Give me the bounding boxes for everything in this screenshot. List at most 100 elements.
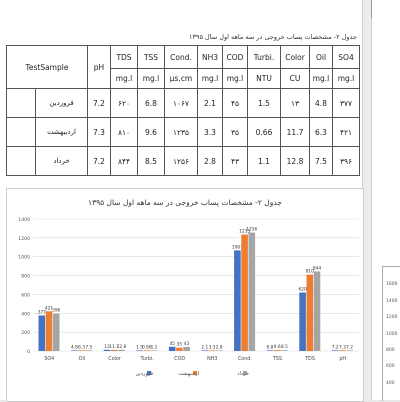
cell: ۳۵ [222, 117, 248, 147]
cell: 11.7 [280, 117, 310, 147]
data-table: TestSample pH TDS TSS Cond. NH3 COD Turb… [6, 45, 360, 176]
bar [281, 350, 288, 351]
bar [331, 350, 339, 351]
bar [313, 271, 321, 351]
chart-title: جدول ۲- مشخصات پساب خروجی در سه ماهه اول… [88, 198, 282, 207]
cell: 6.3 [309, 117, 333, 147]
cell: 7.2 [87, 88, 111, 118]
bar [306, 274, 314, 351]
cell: ۴۳ [222, 146, 248, 176]
cell: 2.8 [197, 146, 223, 176]
bar [266, 350, 274, 351]
data-label: 6.8 [267, 344, 274, 350]
cell: 4.8 [309, 88, 333, 118]
data-label: 45 [169, 341, 175, 347]
cell: 6.8 [137, 88, 165, 118]
cell: ۴۲۱ [332, 117, 360, 147]
table-row: فروردین 7.2 ۶۲۰ 6.8 ۱۰۶۷ 2.1 ۴۵ 1.5 ۱۳ 4… [6, 88, 360, 118]
cell: ۱۰۶۷ [164, 88, 198, 118]
next-page-chart-frame [382, 266, 400, 401]
cell: 3.3 [197, 117, 223, 147]
header-so4: SO4 [332, 45, 360, 69]
cell: ۳۷۷ [332, 88, 360, 118]
x-tick-label: SO4 [44, 356, 54, 362]
data-label: 4.8 [71, 344, 78, 350]
data-label: 43 [184, 341, 190, 347]
bar [38, 315, 46, 351]
header-tss: TSS [137, 45, 165, 69]
next-page-strip [371, 0, 400, 400]
unit-cod: mg.l [222, 68, 248, 89]
y-tick-label: 400 [21, 311, 30, 317]
data-label: 396 [52, 308, 60, 314]
y-tick-label: 200 [21, 330, 30, 336]
data-label: 11.7 [109, 344, 119, 350]
row-label: خرداد [35, 146, 88, 176]
data-label: 12.8 [117, 344, 127, 350]
data-label: 7.2 [332, 344, 339, 350]
header-turbi: Turbi. [247, 45, 281, 69]
y-tick-label: 1200 [18, 236, 30, 242]
x-tick-label: NH3 [207, 356, 217, 362]
data-label: 1.1 [151, 344, 158, 350]
data-label: 0.66 [142, 344, 152, 350]
data-label: 421 [45, 305, 53, 311]
cell: ۴۵ [222, 88, 248, 118]
cell: 7.2 [87, 146, 111, 176]
cell: 2.1 [197, 88, 223, 118]
data-label: 844 [313, 265, 321, 271]
unit-turbi: NTU [247, 68, 281, 89]
header-cod: COD [222, 45, 248, 69]
bar [85, 350, 93, 351]
data-label: 2.8 [216, 344, 223, 350]
bar [176, 347, 183, 351]
cell: 0.66 [247, 117, 281, 147]
y-tick-label: 0 [27, 349, 30, 355]
data-label: 9.6 [274, 344, 281, 350]
header-tds: TDS [110, 45, 138, 69]
unit-oil: mg.l [309, 68, 333, 89]
next-page-tick-label: 1400 [386, 299, 398, 304]
cell: 12.8 [280, 146, 310, 176]
unit-tds: mg.l [110, 68, 138, 89]
data-label: 7.2 [346, 344, 353, 350]
data-label: 7.5 [85, 344, 92, 350]
cell: ۳۹۶ [332, 146, 360, 176]
next-page-tick-label: 1000 [386, 332, 398, 337]
row-spacer [6, 117, 36, 147]
legend-label: خرداد [237, 371, 249, 377]
bar [78, 350, 85, 351]
next-page-divider [371, 0, 372, 18]
legend-swatch [147, 371, 151, 375]
row-label: اردیبهشت [35, 117, 88, 147]
table-row: خرداد 7.2 ۸۴۴ 8.5 ۱۲۵۶ 2.8 ۴۳ 1.1 12.8 7… [6, 146, 360, 176]
data-label: 1256 [246, 227, 257, 233]
bar [201, 350, 209, 351]
legend-swatch [243, 371, 247, 375]
header-nh3: NH3 [197, 45, 223, 69]
x-tick-label: Cond. [238, 356, 252, 362]
bar [208, 350, 216, 351]
cell: ۱۲۳۵ [164, 117, 198, 147]
data-label: 1.5 [136, 344, 143, 350]
x-tick-label: pH [339, 356, 346, 362]
x-tick-label: Turbi. [140, 356, 154, 362]
x-tick-label: TSS [272, 356, 282, 362]
legend-label: فروردین [136, 371, 154, 377]
y-tick-label: 600 [21, 292, 30, 298]
bar [103, 349, 111, 351]
data-label: 13 [104, 344, 110, 350]
y-tick-label: 800 [21, 274, 30, 280]
data-label: 1067 [232, 244, 243, 250]
data-label: 620 [298, 287, 306, 293]
y-tick-label: 1400 [18, 217, 30, 223]
cell: 1.1 [247, 146, 281, 176]
header-ph: pH [87, 45, 111, 89]
cell: 9.6 [137, 117, 165, 147]
unit-color: CU [280, 68, 310, 89]
bar-chart: جدول ۲- مشخصات پساب خروجی در سه ماهه اول… [18, 198, 359, 377]
cell: ۸۴۴ [110, 146, 138, 176]
chart-frame[interactable]: جدول ۲- مشخصات پساب خروجی در سه ماهه اول… [6, 188, 364, 402]
next-page-tick-label: 1200 [386, 315, 398, 320]
row-label: فروردین [35, 88, 88, 118]
